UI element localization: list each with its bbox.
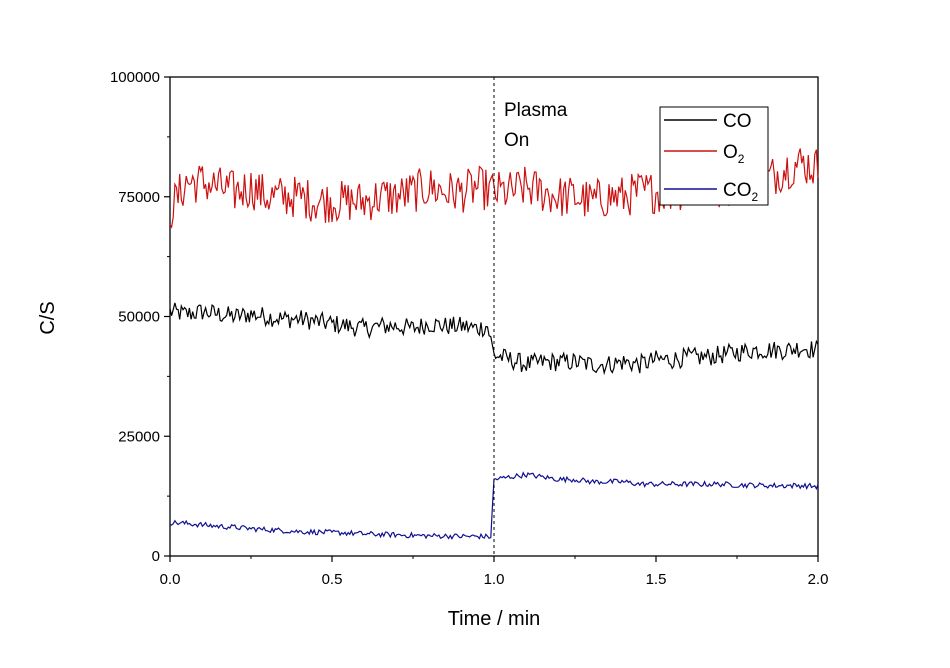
y-tick-label: 0 [152, 548, 160, 565]
x-axis-ticks: 0.0 0.5 1.0 1.5 2.0 [160, 556, 829, 588]
x-axis-title: Time / min [448, 608, 541, 630]
plasma-annotation-line1: Plasma [504, 100, 568, 121]
y-tick-label: 100000 [110, 69, 160, 86]
x-tick-label: 0.0 [160, 571, 181, 588]
y-tick-label: 25000 [118, 428, 160, 445]
x-tick-label: 1.5 [646, 571, 667, 588]
y-axis-title: C/S [37, 301, 59, 334]
x-tick-label: 2.0 [808, 571, 829, 588]
x-tick-label: 1.0 [484, 571, 505, 588]
y-tick-label: 75000 [118, 189, 160, 206]
y-axis-ticks: 0 25000 50000 75000 100000 [110, 69, 170, 565]
x-tick-label: 0.5 [322, 571, 343, 588]
y-tick-label: 50000 [118, 309, 160, 326]
legend-label-subscript: 2 [752, 190, 759, 204]
plasma-annotation-line2: On [504, 130, 529, 151]
legend-label-subscript: 2 [738, 152, 745, 166]
legend-label-co: CO [723, 111, 752, 132]
